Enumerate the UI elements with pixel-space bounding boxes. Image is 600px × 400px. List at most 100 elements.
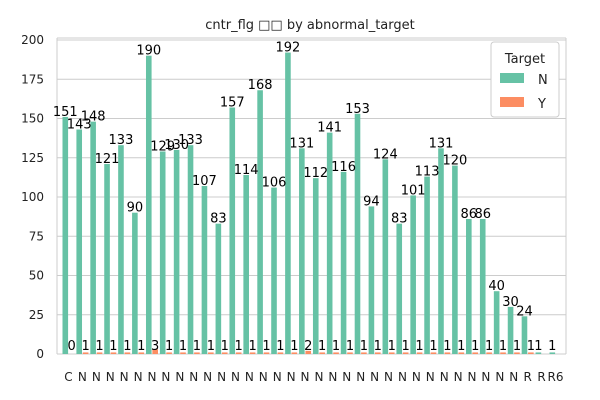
bar-y-13 <box>249 352 256 354</box>
data-label-n-23: 124 <box>373 147 398 162</box>
bar-y-12 <box>235 352 242 354</box>
bar-y-29 <box>472 352 479 354</box>
data-label-n-21: 153 <box>345 102 370 117</box>
bar-n-8 <box>173 149 180 354</box>
x-tick-label: N <box>106 370 115 384</box>
bar-y-9 <box>194 352 200 354</box>
bar-n-0 <box>62 116 69 355</box>
data-label-y-28: 1 <box>457 339 465 354</box>
x-tick-label: N <box>370 370 379 384</box>
data-label-n-11: 83 <box>210 212 227 227</box>
data-label-y-26: 1 <box>429 339 437 354</box>
data-label-y-30: 1 <box>485 339 493 354</box>
data-label-n-20: 116 <box>331 160 356 175</box>
y-tick-label: 175 <box>21 72 44 86</box>
bar-n-26 <box>424 176 430 354</box>
data-label-n-18: 112 <box>303 166 328 181</box>
data-label-y-25: 1 <box>415 339 423 354</box>
data-label-n-5: 90 <box>127 201 144 216</box>
x-axis-ticks: C N N N N N N N N N N N N N N N N N N N N N N N N N N N N N N N N R R R6 <box>64 370 563 384</box>
data-label-n-7: 129 <box>150 139 175 154</box>
x-tick-label: N <box>203 370 212 384</box>
data-label-n-29: 86 <box>461 207 478 222</box>
data-label-y-16: 1 <box>290 339 298 354</box>
data-label-y-29: 1 <box>471 339 479 354</box>
data-label-n-14: 168 <box>248 78 273 93</box>
bar-y-7 <box>166 352 172 354</box>
x-tick-label: N <box>217 370 226 384</box>
x-tick-label: N <box>356 370 365 384</box>
data-label-y-18: 1 <box>318 339 326 354</box>
bar-n-4 <box>118 145 124 354</box>
data-label-n-34: 1 <box>534 339 542 354</box>
bar-y-3 <box>110 352 117 354</box>
data-label-n-35: 1 <box>548 339 556 354</box>
bar-n-23 <box>382 159 389 354</box>
x-tick-label: N <box>175 370 184 384</box>
data-label-n-16: 192 <box>276 41 301 56</box>
bar-n-13 <box>243 175 249 354</box>
data-label-n-26: 113 <box>415 165 440 180</box>
data-label-n-8: 130 <box>164 138 189 153</box>
x-tick-label: N <box>273 370 282 384</box>
x-tick-label: N <box>468 370 477 384</box>
data-label-y-32: 1 <box>513 339 521 354</box>
data-label-n-9: 133 <box>178 133 203 148</box>
bar-n-10 <box>201 186 208 354</box>
bar-y-19 <box>333 352 339 354</box>
data-label-n-22: 94 <box>363 194 380 209</box>
bar-y-28 <box>458 352 465 354</box>
bar-n-17 <box>299 148 305 354</box>
bar-n-2 <box>90 121 96 354</box>
y-tick-label: 25 <box>29 308 44 322</box>
bar-y-18 <box>319 352 325 354</box>
bar-y-21 <box>361 352 367 354</box>
bar-n-15 <box>271 187 277 354</box>
x-tick-label: R <box>537 370 545 384</box>
x-tick-label: N <box>259 370 268 384</box>
bar-n-11 <box>215 223 222 354</box>
bar-y-25 <box>416 352 423 354</box>
data-label-n-25: 101 <box>401 183 426 198</box>
data-label-y-17: 2 <box>304 339 312 354</box>
bar-n-5 <box>132 212 138 354</box>
x-tick-label: N <box>328 370 337 384</box>
bar-y-6 <box>152 349 158 354</box>
bar-y-27 <box>444 352 451 354</box>
bar-y-5 <box>138 352 145 354</box>
legend-title: Target <box>504 52 545 67</box>
x-tick-label: N <box>92 370 101 384</box>
bar-n-6 <box>145 55 152 354</box>
data-label-n-19: 141 <box>317 121 342 136</box>
x-tick-label: N <box>314 370 323 384</box>
legend: Target N Y <box>490 41 560 118</box>
x-tick-label: N <box>189 370 198 384</box>
bar-y-31 <box>500 352 506 354</box>
y-tick-label: 150 <box>21 112 44 126</box>
bar-y-22 <box>375 352 381 354</box>
x-tick-label: N <box>147 370 156 384</box>
x-tick-label: N <box>412 370 421 384</box>
data-label-n-10: 107 <box>192 174 217 189</box>
data-label-n-3: 121 <box>95 152 120 167</box>
data-label-y-3: 1 <box>109 339 117 354</box>
bar-y-26 <box>430 352 437 354</box>
bar-y-24 <box>402 352 409 354</box>
data-label-n-13: 114 <box>234 163 259 178</box>
x-tick-label: R6 <box>548 370 564 384</box>
bar-y-33 <box>528 352 534 354</box>
bar-n-33 <box>521 316 528 354</box>
data-label-n-6: 190 <box>136 44 161 59</box>
data-label-n-12: 157 <box>220 96 245 111</box>
bar-y-11 <box>221 352 228 354</box>
bar-y-1 <box>82 352 89 354</box>
y-axis-ticks: 0 25 50 75 100 125 150 175 200 <box>21 33 44 361</box>
data-label-y-11: 1 <box>221 339 229 354</box>
bar-n-35 <box>549 352 556 354</box>
x-tick-label: N <box>384 370 393 384</box>
x-tick-label: N <box>509 370 518 384</box>
data-label-n-1: 143 <box>67 117 92 132</box>
grid <box>56 37 567 355</box>
bar-n-20 <box>340 171 347 354</box>
bar-n-29 <box>466 218 472 354</box>
